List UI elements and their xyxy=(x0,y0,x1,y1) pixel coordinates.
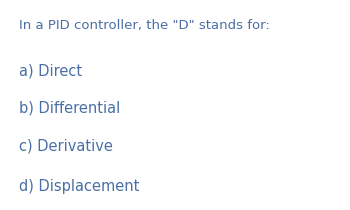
Text: In a PID controller, the "D" stands for:: In a PID controller, the "D" stands for: xyxy=(19,19,270,32)
Text: b) Differential: b) Differential xyxy=(19,101,120,116)
Text: d) Displacement: d) Displacement xyxy=(19,178,140,193)
Text: c) Derivative: c) Derivative xyxy=(19,139,113,154)
Text: a) Direct: a) Direct xyxy=(19,63,82,78)
